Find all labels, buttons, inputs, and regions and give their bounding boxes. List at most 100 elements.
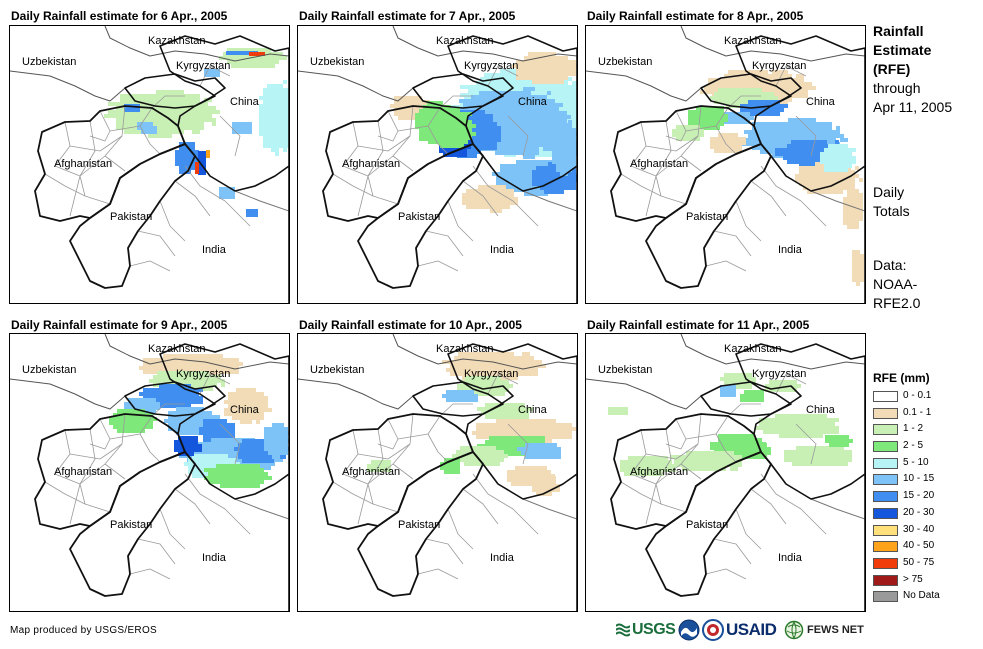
rainfall-cell	[454, 356, 458, 360]
rainfall-cell	[189, 379, 193, 383]
rainfall-cell	[163, 392, 167, 396]
rainfall-cell	[171, 358, 175, 362]
rainfall-cell	[452, 144, 456, 148]
rainfall-cell	[521, 415, 525, 419]
rainfall-cell	[283, 100, 287, 104]
rainfall-cell	[149, 417, 153, 421]
rainfall-cell	[812, 122, 816, 126]
rainfall-cell	[485, 403, 489, 407]
rainfall-cell	[172, 411, 176, 415]
rainfall-cell	[219, 442, 223, 446]
rainfall-cell	[508, 73, 512, 77]
rainfall-cell	[431, 137, 435, 141]
rainfall-cell	[734, 133, 738, 137]
rainfall-cell	[527, 103, 531, 107]
rainfall-cell	[762, 92, 766, 96]
rainfall-cell	[258, 439, 262, 443]
rainfall-cell	[811, 178, 815, 182]
rainfall-cell	[259, 128, 263, 132]
rainfall-cell	[847, 221, 851, 225]
rainfall-cell	[188, 466, 192, 470]
rainfall-cell	[187, 396, 191, 400]
rainfall-cell	[507, 143, 511, 147]
rainfall-cell	[476, 85, 480, 89]
rainfall-cell	[272, 439, 276, 443]
rainfall-cell	[215, 431, 219, 435]
rainfall-cell	[856, 250, 860, 254]
rainfall-cell	[148, 398, 152, 402]
rainfall-cell	[192, 110, 196, 114]
rainfall-cell	[493, 388, 497, 392]
rainfall-cell	[539, 135, 543, 139]
rainfall-cell	[502, 368, 506, 372]
rainfall-cell	[490, 368, 494, 372]
rainfall-cell	[482, 201, 486, 205]
rainfall-cell	[560, 64, 564, 68]
rainfall-cell	[476, 89, 480, 93]
rainfall-cell	[708, 90, 712, 94]
rainfall-cell	[256, 416, 260, 420]
rainfall-cell	[211, 446, 215, 450]
rainfall-cell	[531, 115, 535, 119]
rainfall-cell	[260, 400, 264, 404]
rainfall-cell	[508, 172, 512, 176]
rainfall-cell	[527, 119, 531, 123]
rainfall-cell	[828, 152, 832, 156]
rainfall-cell	[231, 370, 235, 374]
rainfall-cell	[750, 116, 754, 120]
rainfall-cell	[507, 111, 511, 115]
rainfall-cell	[196, 110, 200, 114]
rainfall-cell	[832, 130, 836, 134]
rainfall-cell	[724, 82, 728, 86]
rainfall-cell	[180, 419, 184, 423]
rainfall-cell	[572, 89, 576, 93]
rainfall-cell	[528, 176, 532, 180]
rainfall-cell	[524, 192, 528, 196]
rainfall-cell	[836, 130, 840, 134]
rainfall-cell	[500, 164, 504, 168]
rainfall-cell	[520, 176, 524, 180]
country-label-china: China	[806, 96, 835, 108]
rainfall-cell	[688, 125, 692, 129]
rainfall-cell	[196, 98, 200, 102]
rainfall-cell	[535, 147, 539, 151]
rainfall-cell	[504, 427, 508, 431]
rainfall-cell	[508, 427, 512, 431]
rainfall-cell	[708, 78, 712, 82]
rainfall-cell	[238, 447, 242, 451]
province-boundary	[472, 165, 539, 227]
rainfall-cell	[791, 152, 795, 156]
rainfall-cell	[807, 174, 811, 178]
rainfall-cell	[572, 156, 576, 160]
rainfall-cell	[507, 139, 511, 143]
rainfall-cell	[528, 180, 532, 184]
province-boundary	[184, 165, 251, 227]
rainfall-cell	[708, 106, 712, 110]
rainfall-cell	[223, 358, 227, 362]
rainfall-cell	[756, 130, 760, 134]
rainfall-cell	[242, 447, 246, 451]
rainfall-cell	[855, 213, 859, 217]
rainfall-cell	[466, 372, 470, 376]
rainfall-cell	[544, 190, 548, 194]
rainfall-cell	[485, 122, 489, 126]
rainfall-cell	[552, 186, 556, 190]
rainfall-cell	[528, 64, 532, 68]
rainfall-cell	[448, 144, 452, 148]
rainfall-cell	[547, 135, 551, 139]
rainfall-cell	[473, 146, 477, 150]
rainfall-map-8apr: Kazakhstan Uzbekistan Kyrgyzstan China Afgha…	[585, 25, 866, 304]
rainfall-cell	[748, 82, 752, 86]
rainfall-cell	[530, 360, 534, 364]
rainfall-cell	[520, 64, 524, 68]
rainfall-cell	[474, 356, 478, 360]
rainfall-cell	[260, 412, 264, 416]
rainfall-cell	[847, 197, 851, 201]
rainfall-cell	[536, 192, 540, 196]
rainfall-cell	[556, 89, 560, 93]
rainfall-cell	[279, 100, 283, 104]
rainfall-cell	[835, 174, 839, 178]
rainfall-cell	[536, 89, 540, 93]
rainfall-cell	[756, 122, 760, 126]
rainfall-cell	[479, 95, 483, 99]
